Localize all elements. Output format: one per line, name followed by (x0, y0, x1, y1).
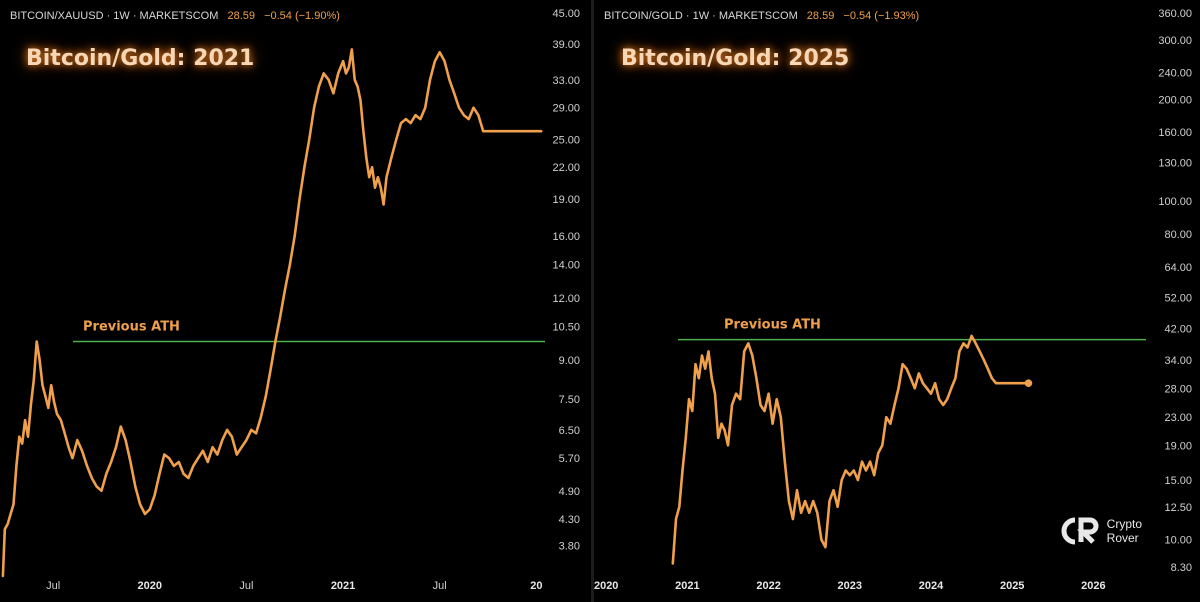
x-tick-label: 2020 (138, 580, 162, 592)
x-tick-label: 20 (530, 580, 542, 592)
y-tick-label: 10.50 (552, 322, 580, 334)
logo-text: Crypto Rover (1107, 517, 1142, 545)
crypto-rover-logo: Crypto Rover (1057, 516, 1142, 546)
y-tick-label: 200.00 (1158, 94, 1192, 106)
y-tick-label: 8.30 (1171, 562, 1192, 574)
x-tick-label: Jul (433, 580, 447, 592)
x-tick-label: 2023 (838, 580, 862, 592)
x-tick-label: 2026 (1081, 580, 1105, 592)
y-tick-label: 9.00 (559, 355, 580, 367)
y-tick-label: 3.80 (559, 541, 580, 553)
chart-left-last: 28.59 (227, 10, 255, 22)
y-tick-label: 240.00 (1158, 68, 1192, 80)
chart-right-last: 28.59 (806, 10, 835, 22)
chart-right-header: BITCOIN/GOLD · 1W · MARKETSCOM 28.59 −0.… (604, 10, 919, 22)
y-tick-label: 39.00 (552, 39, 580, 51)
y-tick-label: 80.00 (1164, 229, 1192, 241)
series-line-0 (671, 334, 1030, 565)
y-tick-label: 5.70 (559, 453, 580, 465)
y-tick-label: 42.00 (1164, 324, 1192, 336)
x-tick-label: Jul (239, 580, 253, 592)
x-tick-label: 2024 (919, 580, 944, 592)
chart-right-svg: 360.00 300.00 240.00 200.00 160.00 130.00 100.… (594, 8, 1192, 592)
chart-left-svg: 45.00 39.00 33.00 29.00 25.00 22.00 19.00 16.00… (1, 8, 580, 592)
y-tick-label: 4.30 (559, 514, 580, 526)
cr-logo-icon (1061, 517, 1099, 545)
y-tick-label: 6.50 (559, 425, 580, 437)
y-tick-label: 16.00 (552, 231, 580, 243)
x-tick-label: 2022 (756, 580, 780, 592)
y-tick-label: 14.00 (552, 260, 580, 272)
chart-left-header: BITCOIN/XAUUSD · 1W · MARKETSCOM 28.59 −… (10, 10, 340, 22)
y-tick-label: 34.00 (1164, 355, 1192, 367)
x-tick-label: 2021 (675, 580, 699, 592)
y-tick-label: 29.00 (552, 103, 580, 115)
chart-left-title: Bitcoin/Gold: 2021 (26, 46, 255, 71)
x-tick-label: 2021 (331, 580, 355, 592)
y-tick-label: 300.00 (1158, 35, 1192, 47)
y-tick-label: 12.50 (1164, 502, 1192, 514)
y-tick-label: 33.00 (552, 75, 580, 87)
series-line-0 (1, 48, 543, 578)
y-tick-label: 25.00 (552, 135, 580, 147)
x-tick-label: 2025 (1000, 580, 1024, 592)
x-tick-label: Jul (46, 580, 60, 592)
y-tick-label: 4.90 (559, 486, 580, 498)
chart-right-title: Bitcoin/Gold: 2025 (621, 46, 850, 71)
y-tick-label: 360.00 (1158, 8, 1192, 20)
y-tick-label: 12.00 (552, 293, 580, 305)
y-tick-label: 45.00 (552, 8, 580, 20)
y-tick-label: 160.00 (1158, 127, 1192, 139)
y-tick-label: 10.00 (1164, 535, 1192, 547)
y-tick-label: 23.00 (1164, 412, 1192, 424)
x-tick-label: 2020 (594, 580, 618, 592)
chart-left-symbol: BITCOIN/XAUUSD · 1W · MARKETSCOM (10, 10, 219, 22)
chart-panel-left: 45.00 39.00 33.00 29.00 25.00 22.00 19.00 16.00… (0, 0, 591, 602)
y-tick-label: 19.00 (1164, 440, 1192, 452)
chart-right-change: −0.54 (−1.93%) (843, 10, 920, 22)
y-tick-label: 100.00 (1158, 196, 1192, 208)
y-tick-label: 19.00 (552, 194, 580, 206)
chart-panel-right: 360.00 300.00 240.00 200.00 160.00 130.00 100.… (594, 0, 1200, 602)
y-tick-label: 64.00 (1164, 262, 1192, 274)
y-tick-label: 130.00 (1158, 158, 1192, 170)
y-tick-label: 28.00 (1164, 383, 1192, 395)
series-last-point (1024, 379, 1033, 387)
previous-ath-label: Previous ATH (724, 318, 821, 333)
chart-right-symbol: BITCOIN/GOLD · 1W · MARKETSCOM (604, 10, 798, 22)
chart-left-change: −0.54 (−1.90%) (264, 10, 340, 22)
panel-divider (591, 0, 594, 602)
y-tick-label: 15.00 (1164, 475, 1192, 487)
logo-text-line1: Crypto (1106, 517, 1142, 531)
y-tick-label: 7.50 (559, 394, 580, 406)
previous-ath-label: Previous ATH (83, 319, 180, 334)
y-tick-label: 52.00 (1164, 292, 1192, 304)
y-tick-label: 22.00 (552, 162, 580, 174)
logo-text-line2: Rover (1106, 531, 1139, 545)
